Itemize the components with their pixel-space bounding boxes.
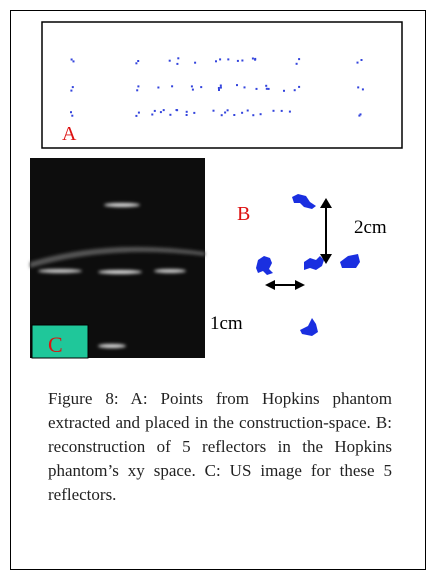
point <box>247 110 249 112</box>
point <box>357 86 359 88</box>
point <box>151 114 153 116</box>
point <box>273 110 275 112</box>
point <box>361 59 363 61</box>
point <box>191 85 193 87</box>
point <box>193 112 195 114</box>
point <box>241 60 243 62</box>
point <box>283 90 285 92</box>
point <box>357 62 359 64</box>
point <box>171 85 173 87</box>
point <box>266 88 268 90</box>
point <box>213 110 215 112</box>
point <box>72 86 74 88</box>
point <box>260 113 262 115</box>
point <box>256 88 258 90</box>
point <box>194 62 196 64</box>
point <box>137 85 139 87</box>
point <box>169 114 171 116</box>
point <box>294 89 296 91</box>
point <box>73 60 75 62</box>
point <box>169 60 171 62</box>
point <box>298 86 300 88</box>
point <box>298 58 300 60</box>
panel-c-label: C <box>48 332 63 357</box>
point <box>176 109 178 111</box>
point <box>227 58 229 60</box>
figure-caption: Figure 8: A: Points from Hopkins phantom… <box>48 387 392 507</box>
panel-a-box <box>42 22 402 148</box>
point <box>215 60 217 62</box>
point <box>157 87 159 89</box>
point <box>265 85 267 87</box>
horizontal-scale-label: 1cm <box>210 313 243 334</box>
point <box>281 110 283 112</box>
point <box>362 88 364 90</box>
point <box>221 114 223 116</box>
point <box>218 89 220 91</box>
point <box>70 90 72 92</box>
point <box>177 57 179 59</box>
point <box>254 59 256 61</box>
point <box>192 89 194 91</box>
point <box>186 111 188 113</box>
point <box>137 60 139 62</box>
point <box>135 62 137 64</box>
point <box>136 89 138 91</box>
point <box>227 109 229 111</box>
point <box>200 86 202 88</box>
point <box>296 63 298 65</box>
point <box>219 58 221 60</box>
point <box>224 112 226 114</box>
point <box>252 114 254 116</box>
point <box>233 114 235 116</box>
point <box>218 87 220 89</box>
point <box>220 87 222 89</box>
point <box>237 60 239 62</box>
panel-b-reflectors <box>256 194 360 336</box>
point <box>220 85 222 87</box>
point <box>268 88 270 90</box>
point <box>176 63 178 65</box>
panel-b-scale-arrows <box>265 198 332 290</box>
point <box>154 110 156 112</box>
vertical-scale-label: 2cm <box>354 217 387 238</box>
point <box>241 112 243 114</box>
point <box>70 111 72 113</box>
point <box>71 59 73 61</box>
panel-b-label: B <box>237 203 250 225</box>
point <box>160 111 162 113</box>
point <box>71 115 73 117</box>
point <box>358 115 360 117</box>
point <box>163 109 165 111</box>
point <box>289 111 291 113</box>
point <box>252 58 254 60</box>
point <box>135 115 137 117</box>
point <box>244 86 246 88</box>
point <box>236 84 238 86</box>
point <box>186 114 188 116</box>
page: A C B 2cm 1cm Figure 8: A: Points from H… <box>0 0 436 580</box>
point <box>138 112 140 114</box>
panel-a-label: A <box>62 123 77 145</box>
